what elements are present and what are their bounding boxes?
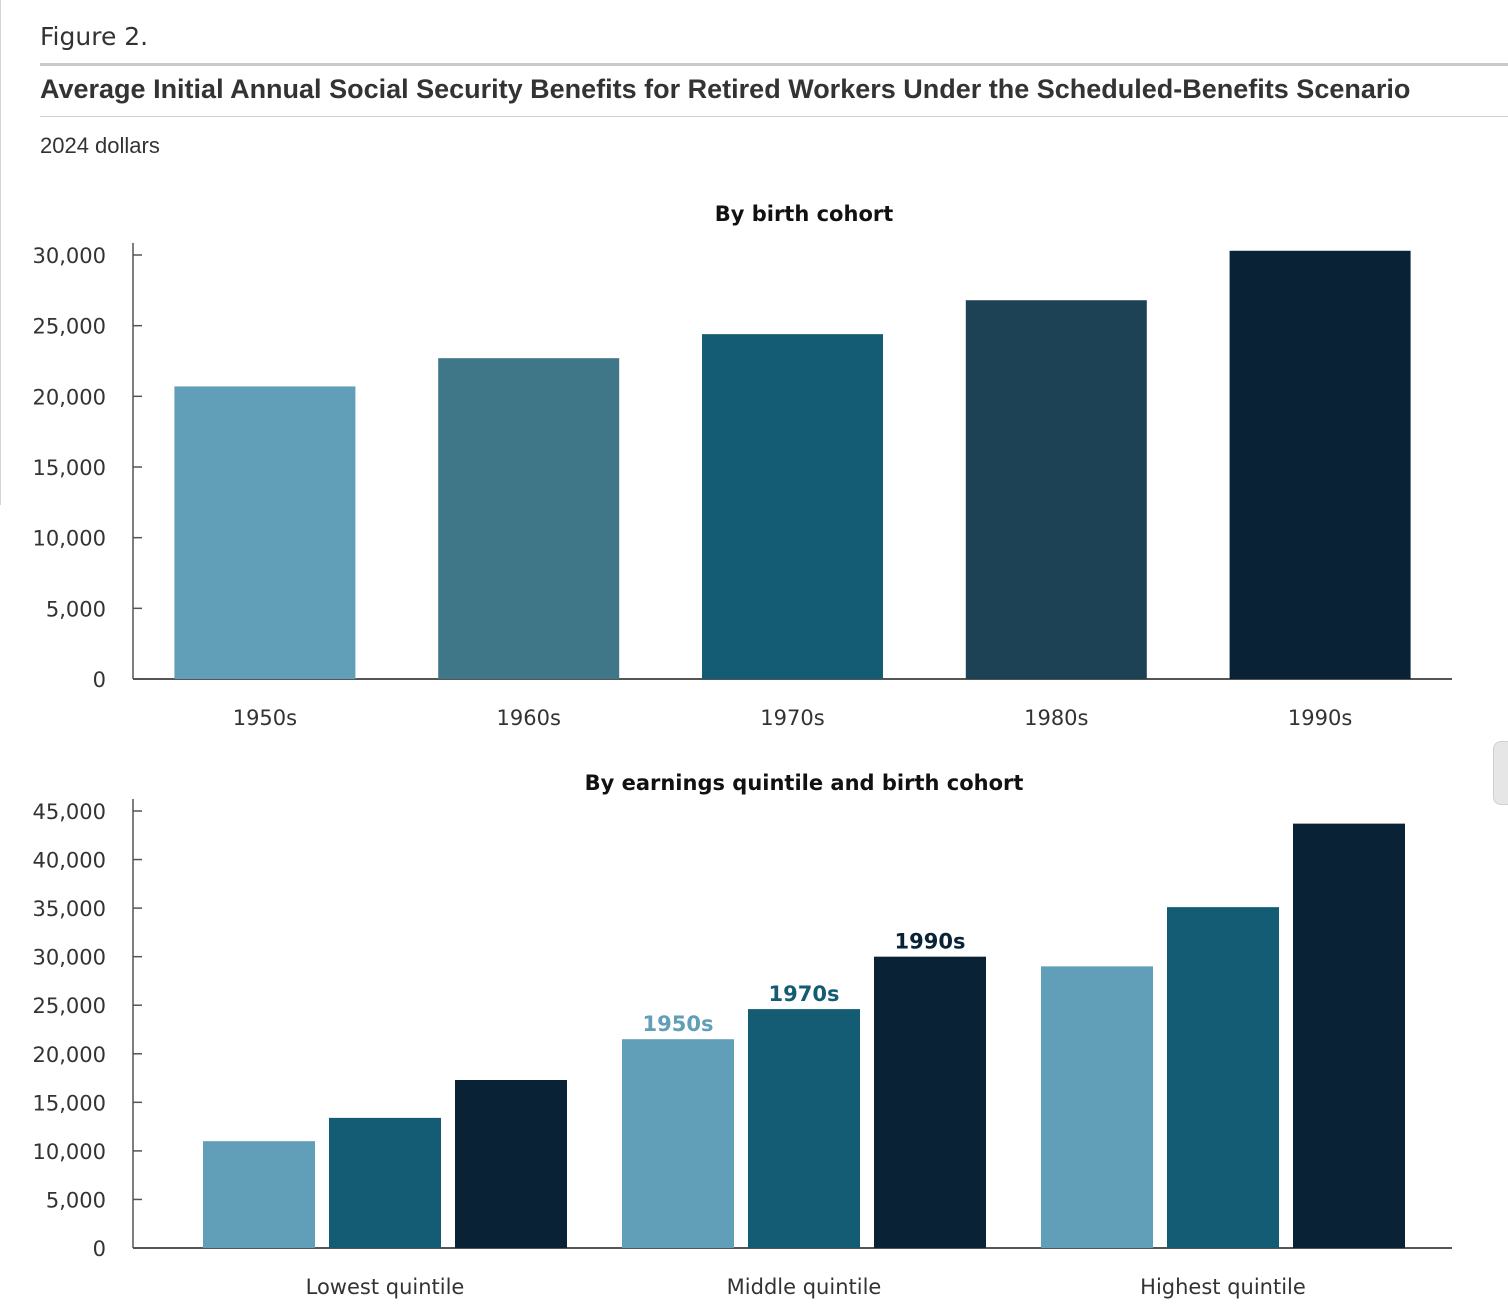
cohort-y-tick-label: 15,000: [33, 456, 106, 480]
title-rule-bottom: [40, 116, 1508, 117]
figure-label: Figure 2.: [40, 22, 149, 51]
side-scroll-tab[interactable]: [1493, 741, 1508, 805]
cohort-y-tick-label: 0: [93, 668, 106, 692]
bar-cohort-1950s: [174, 386, 356, 679]
x-tick-label: Highest quintile: [1140, 1275, 1306, 1299]
cohort-y-tick-label: 25,000: [33, 315, 106, 339]
bar-lowest-quintile-1970s: [329, 1117, 441, 1248]
series-label-1990s: 1990s: [895, 930, 966, 954]
chart-title: Average Initial Annual Social Security B…: [40, 74, 1411, 104]
bar-middle-quintile-1950s: [622, 1039, 734, 1248]
cohort-panel-title: By birth cohort: [715, 202, 894, 226]
chart-subtitle: 2024 dollars: [40, 133, 160, 158]
bar-middle-quintile-1970s: [748, 1009, 860, 1248]
cohort-y-tick-label: 5,000: [46, 597, 106, 621]
bar-middle-quintile-1990s: [874, 956, 986, 1248]
x-tick-label: Lowest quintile: [306, 1275, 465, 1299]
quintile-y-tick-label: 30,000: [33, 946, 106, 970]
series-label-1950s: 1950s: [643, 1012, 714, 1036]
bar-highest-quintile-1990s: [1293, 823, 1405, 1248]
quintile-y-tick-label: 25,000: [33, 994, 106, 1018]
quintile-panel-title: By earnings quintile and birth cohort: [585, 771, 1024, 795]
bar-lowest-quintile-1990s: [455, 1079, 567, 1248]
quintile-y-tick-label: 35,000: [33, 897, 106, 921]
title-rule-top: [40, 63, 1508, 66]
bar-highest-quintile-1970s: [1167, 907, 1279, 1248]
cohort-y-tick-label: 20,000: [33, 385, 106, 409]
series-label-1970s: 1970s: [769, 982, 840, 1006]
bar-cohort-1960s: [438, 358, 620, 679]
bar-lowest-quintile-1950s: [203, 1141, 315, 1248]
quintile-y-tick-label: 40,000: [33, 849, 106, 873]
bar-cohort-1970s: [702, 334, 883, 679]
quintile-y-tick-label: 5,000: [46, 1188, 106, 1212]
cohort-y-tick-label: 30,000: [33, 244, 106, 268]
x-tick-label: 1970s: [760, 706, 824, 730]
bar-highest-quintile-1950s: [1041, 966, 1153, 1248]
x-tick-label: 1960s: [497, 706, 561, 730]
quintile-y-tick-label: 15,000: [33, 1091, 106, 1115]
x-tick-label: 1980s: [1024, 706, 1088, 730]
quintile-y-tick-label: 20,000: [33, 1043, 106, 1067]
quintile-y-tick-label: 45,000: [33, 800, 106, 824]
x-tick-label: Middle quintile: [727, 1275, 882, 1299]
quintile-y-tick-label: 0: [93, 1237, 106, 1261]
cohort-y-tick-label: 10,000: [33, 527, 106, 551]
left-border: [0, 0, 1, 505]
bar-cohort-1980s: [965, 300, 1147, 679]
bar-cohort-1990s: [1229, 250, 1411, 679]
quintile-y-tick-label: 10,000: [33, 1140, 106, 1164]
x-tick-label: 1990s: [1288, 706, 1352, 730]
x-tick-label: 1950s: [233, 706, 297, 730]
